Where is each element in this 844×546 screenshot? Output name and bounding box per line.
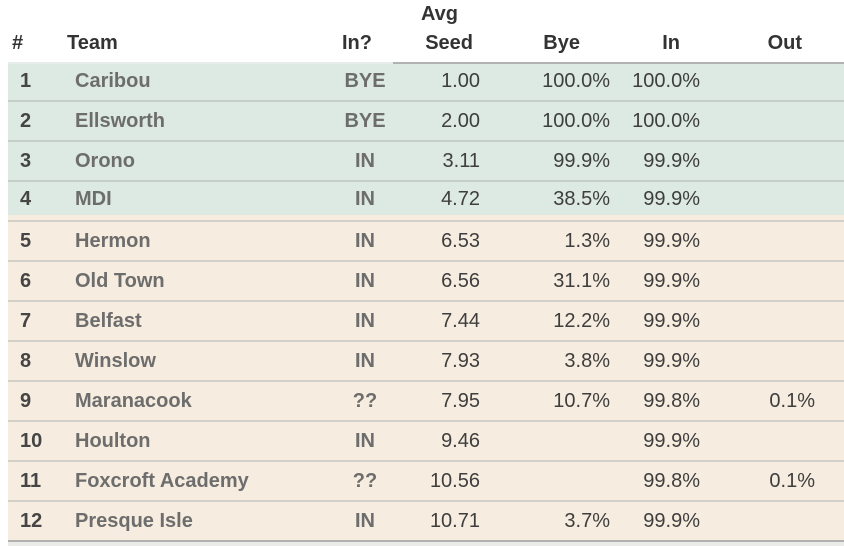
status-cell: BYE — [344, 70, 386, 92]
seed-cell: 6.53 — [441, 230, 480, 252]
status-cell: IN — [355, 350, 375, 372]
seed-cell: 7.93 — [441, 350, 480, 372]
status-cell: IN — [355, 510, 375, 532]
seed-cell: 7.95 — [441, 390, 480, 412]
team-cell: Houlton — [75, 430, 151, 452]
status-cell: IN — [355, 430, 375, 452]
seed-cell: 10.56 — [429, 470, 480, 492]
rank-cell: 10 — [20, 430, 43, 452]
status-cell: IN — [355, 230, 375, 252]
table-row[interactable]: 12 Presque Isle IN 10.71 3.7% 99.9% — [8, 500, 844, 540]
team-cell: Caribou — [75, 70, 151, 92]
in-pct-cell: 99.9% — [643, 150, 700, 172]
in-pct-cell: 100.0% — [632, 110, 700, 132]
seed-cell: 2.00 — [441, 110, 480, 132]
column-header-team[interactable]: Team — [67, 32, 118, 54]
table-row[interactable]: 10 Houlton IN 9.46 99.9% — [8, 420, 844, 460]
seed-cell: 9.46 — [441, 430, 480, 452]
team-cell: Old Town — [75, 270, 165, 292]
in-pct-cell: 99.8% — [643, 390, 700, 412]
rank-cell: 1 — [20, 70, 32, 92]
in-pct-cell: 99.9% — [643, 430, 700, 452]
rank-cell: 6 — [20, 270, 32, 292]
avg-seed-header-line1: Avg — [420, 3, 459, 25]
rank-cell: 5 — [20, 230, 32, 252]
column-header-bye[interactable]: Bye — [543, 32, 580, 54]
seed-cell: 7.44 — [441, 310, 480, 332]
rank-cell: 4 — [20, 187, 32, 210]
status-cell: IN — [355, 310, 375, 332]
in-pct-cell: 99.9% — [643, 270, 700, 292]
team-cell: Hermon — [75, 230, 151, 252]
seed-cell: 10.71 — [429, 510, 480, 532]
table-row[interactable]: 1 Caribou BYE 1.00 100.0% 100.0% — [8, 62, 844, 100]
table-row[interactable]: 5 Hermon IN 6.53 1.3% 99.9% — [8, 220, 844, 260]
team-cell: Foxcroft Academy — [75, 470, 249, 492]
column-header-rank[interactable]: # — [12, 32, 24, 54]
out-pct-cell: 0.1% — [769, 470, 815, 492]
column-header-in[interactable]: In — [662, 32, 680, 54]
in-pct-cell: 99.9% — [643, 310, 700, 332]
table-row[interactable]: 4 MDI IN 4.72 38.5% 99.9% — [8, 180, 844, 215]
out-pct-cell: 0.1% — [769, 390, 815, 412]
column-header-in-question[interactable]: In? — [342, 32, 372, 54]
table-row[interactable]: 8 Winslow IN 7.93 3.8% 99.9% — [8, 340, 844, 380]
rank-cell: 9 — [20, 390, 32, 412]
rank-cell: 11 — [20, 470, 42, 492]
bye-pct-cell: 99.9% — [553, 150, 610, 172]
team-cell: Ellsworth — [75, 110, 166, 132]
team-cell: Orono — [75, 150, 135, 172]
in-pct-cell: 99.9% — [643, 230, 700, 252]
in-pct-cell: 99.9% — [643, 187, 700, 210]
bye-pct-cell: 31.1% — [553, 270, 610, 292]
status-cell: BYE — [344, 110, 386, 132]
bye-pct-cell: 3.7% — [564, 510, 610, 532]
team-cell: Belfast — [75, 310, 142, 332]
avg-seed-header-line2: Seed — [425, 32, 473, 54]
rank-cell: 2 — [20, 110, 32, 132]
status-cell: IN — [355, 187, 375, 210]
rank-cell: 3 — [20, 150, 32, 172]
seed-cell: 1.00 — [441, 70, 480, 92]
bye-zone-section: 1 Caribou BYE 1.00 100.0% 100.0% 2 Ellsw… — [8, 62, 844, 215]
table-header-row: # Team In? Avg Seed Bye In Out — [0, 0, 844, 62]
in-pct-cell: 100.0% — [632, 70, 700, 92]
seed-cell: 6.56 — [441, 270, 480, 292]
in-zone-section: 5 Hermon IN 6.53 1.3% 99.9% 6 Old Town I… — [8, 215, 844, 540]
team-cell: Presque Isle — [75, 510, 193, 532]
team-cell: MDI — [75, 187, 112, 210]
table-row[interactable]: 6 Old Town IN 6.56 31.1% 99.9% — [8, 260, 844, 300]
seed-cell: 4.72 — [441, 187, 480, 210]
table-row[interactable]: 11 Foxcroft Academy ?? 10.56 99.8% 0.1% — [8, 460, 844, 500]
table-row[interactable]: 3 Orono IN 3.11 99.9% 99.9% — [8, 140, 844, 180]
next-section-edge — [8, 540, 844, 546]
team-cell: Maranacook — [75, 390, 192, 412]
bye-pct-cell: 3.8% — [564, 350, 610, 372]
in-pct-cell: 99.8% — [643, 470, 700, 492]
seed-cell: 3.11 — [442, 150, 480, 172]
column-header-out[interactable]: Out — [767, 32, 802, 54]
table-row[interactable]: 2 Ellsworth BYE 2.00 100.0% 100.0% — [8, 100, 844, 140]
rank-cell: 7 — [20, 310, 32, 332]
rank-cell: 12 — [20, 510, 43, 532]
table-row[interactable]: 9 Maranacook ?? 7.95 10.7% 99.8% 0.1% — [8, 380, 844, 420]
bye-pct-cell: 100.0% — [542, 70, 610, 92]
bye-pct-cell: 100.0% — [542, 110, 610, 132]
table-row[interactable]: 7 Belfast IN 7.44 12.2% 99.9% — [8, 300, 844, 340]
status-cell: ?? — [352, 390, 378, 412]
status-cell: ?? — [352, 470, 378, 492]
bye-pct-cell: 10.7% — [553, 390, 610, 412]
team-cell: Winslow — [75, 350, 156, 372]
column-header-avg-seed[interactable]: Avg Seed — [392, 0, 474, 58]
status-cell: IN — [355, 150, 375, 172]
in-pct-cell: 99.9% — [643, 510, 700, 532]
bye-pct-cell: 38.5% — [553, 187, 610, 210]
in-pct-cell: 99.9% — [643, 350, 700, 372]
status-cell: IN — [355, 270, 375, 292]
rank-cell: 8 — [20, 350, 32, 372]
bye-pct-cell: 1.3% — [564, 230, 610, 252]
bye-pct-cell: 12.2% — [553, 310, 610, 332]
